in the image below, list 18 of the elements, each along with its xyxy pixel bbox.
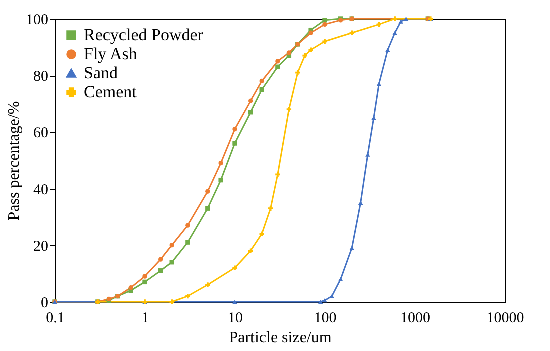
y-tick-label: 80 [34,69,48,86]
x-tick-label: 100 [314,310,337,326]
legend-label: Fly Ash [84,44,138,64]
legend-label: Sand [84,64,118,82]
y-tick-label: 40 [34,182,48,198]
x-tick-label: 1 [142,310,150,326]
legend-label: Recycled Powder [84,26,204,44]
y-tick-label: 60 [34,126,48,142]
legend-label: Cement [84,82,138,102]
y-tick-label: 100 [26,12,48,28]
x-tick-label: 1000 [400,310,430,326]
x-tick-label: 10 [228,310,243,326]
y-tick-label: 20 [34,238,48,255]
x-tick-label: 0.1 [46,310,65,326]
x-axis-title: Particle size/um [229,330,332,346]
y-axis-title: Pass percentage/% [6,101,23,221]
x-tick-label: 10000 [486,310,524,326]
y-tick-label: 0 [41,296,48,312]
